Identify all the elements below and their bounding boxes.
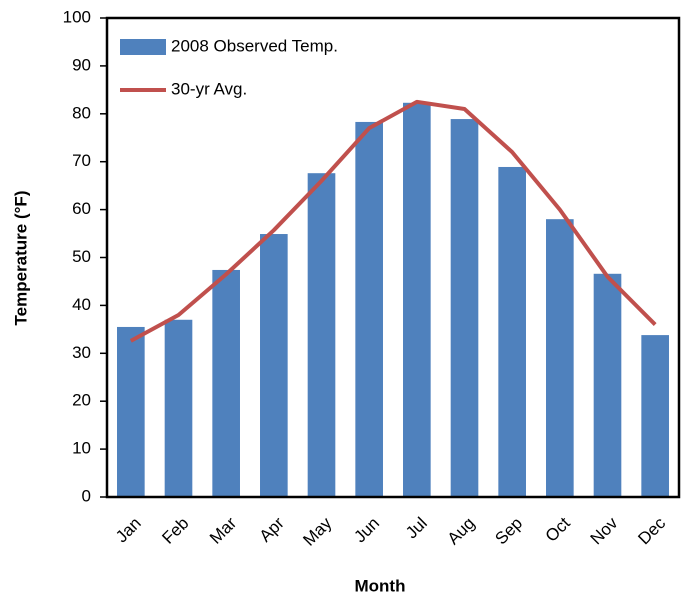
- y-axis-title: Temperature (°F): [11, 191, 30, 326]
- y-tick-label: 20: [72, 391, 91, 410]
- bar: [212, 269, 240, 497]
- y-tick-label: 50: [72, 247, 91, 266]
- y-tick-label: 40: [72, 295, 91, 314]
- y-tick-label: 0: [82, 486, 91, 505]
- x-tick-label: Sep: [491, 514, 526, 549]
- x-tick-label: Nov: [587, 513, 622, 548]
- plot-frame: [105, 16, 681, 499]
- y-tick-label: 30: [72, 343, 91, 362]
- x-tick-label: Apr: [256, 513, 288, 545]
- y-tick-label: 60: [72, 199, 91, 218]
- bar: [403, 102, 431, 498]
- bar: [355, 121, 383, 498]
- x-axis-title: Month: [355, 576, 406, 595]
- line: [129, 99, 657, 343]
- bar: [498, 166, 526, 497]
- legend-swatch: [120, 39, 166, 55]
- bar: [450, 119, 479, 497]
- bar: [164, 319, 193, 497]
- x-tick-label: Jun: [350, 514, 383, 547]
- x-tick-label: Jul: [402, 514, 431, 543]
- y-tick-label: 80: [72, 103, 91, 122]
- legend-label: 30-yr Avg.: [171, 79, 247, 98]
- x-tick-label: Dec: [634, 513, 669, 548]
- bar: [260, 234, 288, 498]
- x-tick-label: Feb: [158, 514, 192, 548]
- y-tick-label: 100: [63, 7, 91, 26]
- bar: [593, 273, 622, 497]
- x-tick-label: May: [299, 513, 335, 549]
- y-tick-label: 70: [72, 151, 91, 170]
- y-tick-label: 10: [72, 439, 91, 458]
- legend-label: 2008 Observed Temp.: [171, 36, 338, 55]
- x-tick-label: Mar: [206, 513, 240, 547]
- bar: [117, 326, 145, 497]
- bar: [546, 219, 574, 497]
- x-tick-label: Aug: [444, 514, 479, 549]
- y-tick-label: 90: [72, 55, 91, 74]
- bar: [307, 173, 336, 498]
- x-tick-label: Jan: [112, 514, 145, 547]
- bar: [641, 335, 669, 497]
- x-tick-label: Oct: [542, 513, 574, 545]
